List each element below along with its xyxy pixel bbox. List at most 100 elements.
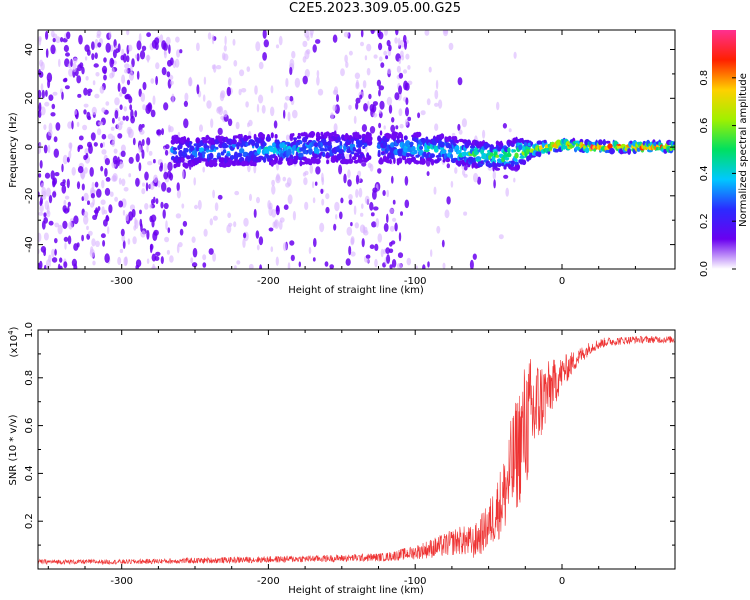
speckle-cell bbox=[211, 34, 215, 45]
speckle-cell bbox=[243, 232, 247, 239]
speckle-cell bbox=[283, 102, 288, 110]
speckle-cell bbox=[128, 173, 132, 178]
speckle-cell bbox=[407, 116, 412, 122]
speckle-cell bbox=[134, 217, 137, 227]
speckle-cell bbox=[43, 144, 48, 154]
speckle-cell bbox=[436, 225, 441, 234]
speckle-cell bbox=[270, 246, 274, 253]
speckle-cell bbox=[502, 123, 507, 129]
speckle-cell bbox=[240, 88, 247, 93]
speckle-cell bbox=[355, 79, 359, 89]
speckle-cell bbox=[189, 76, 192, 87]
signal-cell bbox=[270, 132, 274, 139]
x-tick-label: -200 bbox=[257, 276, 280, 287]
y-tick-label: 0.6 bbox=[24, 418, 35, 434]
speckle-cell bbox=[329, 264, 335, 269]
snr-y-scale-label: (x104) bbox=[7, 326, 20, 357]
signal-cell bbox=[669, 147, 673, 151]
speckle-cell bbox=[43, 264, 47, 269]
snr-y-scale-close: ) bbox=[9, 326, 20, 330]
signal-cell bbox=[415, 160, 420, 165]
signal-cell bbox=[367, 136, 373, 143]
speckle-cell bbox=[313, 237, 317, 248]
speckle-cell bbox=[249, 193, 252, 201]
speckle-cell bbox=[52, 178, 56, 188]
speckle-cell bbox=[369, 244, 375, 249]
speckle-cell bbox=[126, 30, 130, 36]
signal-cell bbox=[206, 149, 209, 153]
speckle-cell bbox=[146, 32, 152, 38]
speckle-cell bbox=[458, 129, 463, 135]
signal-cell bbox=[496, 158, 502, 162]
snr-y-scale-exponent: 4 bbox=[7, 330, 15, 335]
speckle-cell bbox=[52, 38, 56, 43]
speckle-cell bbox=[166, 71, 171, 78]
signal-cell bbox=[607, 143, 613, 150]
speckle-cell bbox=[105, 214, 109, 222]
speckle-cell bbox=[117, 156, 120, 167]
signal-cell bbox=[242, 151, 249, 155]
speckle-cell bbox=[369, 163, 374, 172]
speckle-cell bbox=[446, 163, 450, 169]
speckle-cell bbox=[110, 59, 115, 65]
speckle-cell bbox=[217, 194, 223, 200]
signal-cell bbox=[609, 148, 615, 155]
speckle-cell bbox=[163, 50, 167, 59]
speckle-cell bbox=[164, 149, 169, 156]
speckle-cell bbox=[54, 249, 57, 256]
signal-cell bbox=[256, 147, 261, 155]
speckle-cell bbox=[325, 193, 330, 200]
speckle-cell bbox=[379, 100, 385, 110]
signal-cell bbox=[222, 149, 227, 154]
speckle-cell bbox=[320, 188, 324, 194]
speckle-cell bbox=[371, 221, 377, 228]
speckle-cell bbox=[77, 93, 82, 98]
speckle-cell bbox=[343, 31, 349, 38]
speckle-cell bbox=[99, 85, 105, 94]
signal-cell bbox=[629, 140, 633, 144]
speckle-cell bbox=[508, 128, 512, 133]
speckle-cell bbox=[304, 170, 309, 176]
signal-cell bbox=[215, 146, 219, 150]
speckle-cell bbox=[332, 104, 337, 112]
signal-cell bbox=[225, 152, 231, 157]
signal-cell bbox=[202, 152, 206, 159]
speckle-cell bbox=[130, 63, 133, 74]
speckle-cell bbox=[374, 258, 378, 268]
speckle-cell bbox=[59, 265, 63, 269]
speckle-cell bbox=[469, 259, 474, 269]
speckle-cell bbox=[128, 96, 133, 104]
speckle-cell bbox=[202, 262, 207, 268]
speckle-cell bbox=[235, 121, 240, 130]
speckle-cell bbox=[454, 167, 458, 174]
signal-cell bbox=[308, 147, 313, 155]
speckle-cell bbox=[402, 69, 408, 74]
speckle-cell bbox=[391, 175, 394, 184]
speckle-cell bbox=[63, 261, 68, 269]
speckle-cell bbox=[383, 223, 389, 232]
speckle-cell bbox=[85, 152, 89, 159]
signal-cell bbox=[247, 135, 252, 139]
speckle-cell bbox=[267, 200, 271, 210]
speckle-cell bbox=[50, 30, 55, 38]
signal-cell bbox=[490, 152, 494, 157]
speckle-cell bbox=[285, 182, 291, 188]
signal-cell bbox=[407, 159, 412, 165]
speckle-cell bbox=[78, 34, 83, 45]
speckle-cell bbox=[384, 30, 388, 36]
speckle-cell bbox=[344, 54, 348, 63]
speckle-cell bbox=[191, 262, 198, 268]
speckle-cell bbox=[147, 102, 153, 113]
speckle-cell bbox=[345, 258, 351, 266]
speckle-cell bbox=[398, 58, 402, 65]
speckle-cell bbox=[84, 56, 88, 61]
signal-cell bbox=[394, 131, 398, 136]
speckle-cell bbox=[43, 124, 47, 130]
speckle-cell bbox=[121, 234, 126, 242]
speckle-cell bbox=[58, 58, 61, 68]
speckle-cell bbox=[330, 112, 334, 120]
speckle-cell bbox=[270, 85, 274, 94]
speckle-cell bbox=[61, 184, 67, 194]
speckle-cell bbox=[404, 40, 407, 50]
